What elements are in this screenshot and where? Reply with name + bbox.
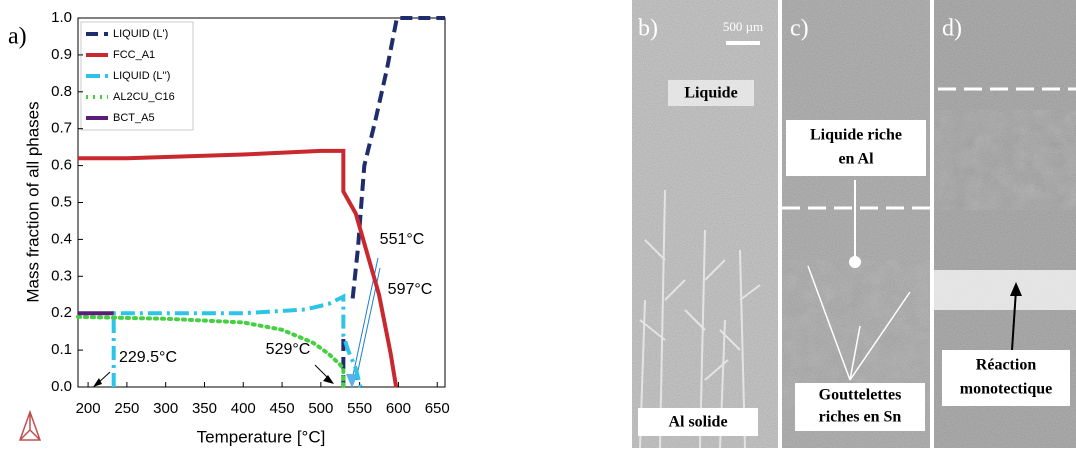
panel-label: a) [8,24,27,50]
scale-bar-label: 500 µm [723,19,763,34]
annotation: 229.5°C [119,349,177,366]
region-label: riches en Sn [819,409,902,426]
region-label: en Al [838,151,874,168]
logo [20,412,40,440]
x-tick-label: 400 [231,400,256,417]
x-tick-label: 250 [114,400,139,417]
annotation: 551°C [380,231,425,248]
y-tick-label: 0.3 [51,267,72,284]
x-tick-label: 500 [308,400,333,417]
y-axis-title: Mass fraction of all phases [23,101,42,302]
region-label: monotectique [960,381,1052,398]
y-tick-label: 0.2 [51,304,72,321]
x-tick-label: 450 [270,400,295,417]
legend-label: AL2CU_C16 [113,91,175,103]
x-tick-label: 650 [425,400,450,417]
x-tick-label: 300 [153,400,178,417]
panel-b-image [632,0,778,448]
y-tick-label: 0.8 [51,83,72,100]
region-label: Liquide [684,85,737,102]
x-tick-label: 350 [192,400,217,417]
annotation: 597°C [388,281,433,298]
region-label: Gouttelettes [819,387,902,404]
series-line [343,18,445,387]
y-tick-label: 0.6 [51,157,72,174]
panel-label: b) [638,16,658,42]
legend: LIQUID (L') FCC_A1 LIQUID (L'') AL2CU_C16 BC… [81,22,193,130]
panel-label: d) [942,16,962,42]
y-tick-label: 1.0 [51,9,72,26]
panel-d-dark [934,110,1076,210]
panel-label: c) [790,16,809,42]
legend-label: BCT_A5 [113,112,155,124]
x-axis-title: Temperature [°C] [197,427,326,446]
x-tick-label: 550 [347,400,372,417]
legend-label: FCC_A1 [113,49,155,61]
y-tick-label: 0.4 [51,230,72,247]
region-label: Al solide [668,414,727,431]
panel-d-light [934,270,1076,310]
y-tick-label: 0.5 [51,193,72,210]
y-tick-label: 0.7 [51,120,72,137]
x-tick-label: 600 [386,400,411,417]
y-tick-label: 0.1 [51,341,72,358]
region-label: Liquide riche [810,127,902,144]
region-label: Réaction [976,357,1037,374]
y-tick-label: 0.9 [51,46,72,63]
figure: b) c) d) 500 µm Liquide Al solide Liquid… [0,0,1076,448]
x-tick-label: 200 [76,400,101,417]
legend-label: LIQUID (L'') [113,70,170,82]
legend-label: LIQUID (L') [113,28,168,40]
y-tick-label: 0.0 [51,378,72,395]
annotation: 529°C [266,341,311,358]
